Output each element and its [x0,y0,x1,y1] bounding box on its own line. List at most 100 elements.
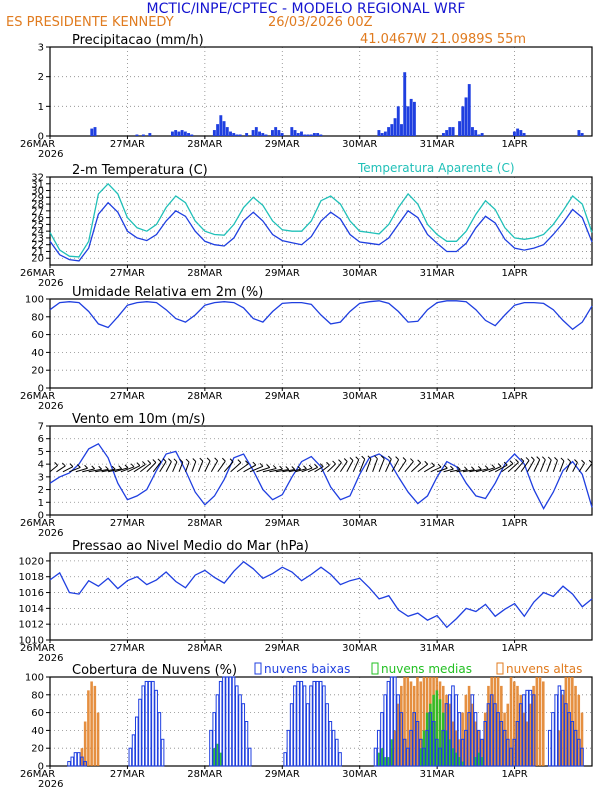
low-cloud-bar [67,761,71,767]
high-cloud-bar [419,681,422,766]
wind-barb-flag [497,463,502,467]
low-cloud-bar [567,712,571,767]
precip-bar [383,131,387,136]
precip-bar [225,127,229,136]
wind-barb-flag [84,464,88,469]
wind-speed-line [49,442,593,510]
low-cloud-bar [518,703,523,767]
high-cloud-bar [487,685,490,766]
wind-barb-flag [525,457,530,461]
wind-barb-flag [417,459,422,464]
y-tick-label: 1020 [19,556,44,567]
precip-bar [216,124,220,136]
wind-barb [146,462,157,473]
precip-bar [306,134,310,136]
wind-barb [572,462,578,473]
panel-title: Pressao ao Nivel Medio do Mar (hPa) [72,539,309,554]
x-tick-label: 1APR [501,769,527,780]
panel-title: Precipitacao (mm/h) [72,33,204,48]
mid-cloud-bar [419,748,422,766]
wind-barb-flag [259,462,264,467]
low-cloud-bar [386,680,391,767]
wind-barb-flag [536,456,541,461]
low-cloud-bar [302,685,307,767]
low-cloud-bar [315,680,320,767]
precip-bar [190,134,194,136]
wind-barb-flag [491,464,496,469]
wind-barb-flag [343,458,348,462]
panel-5: 1010 1012 1014 1016 1018 1020 26MAR 27MAR 28MAR 2… [19,539,593,664]
mid-cloud-bar [451,748,455,766]
high-cloud-bar [529,703,532,766]
wind-barb [514,460,525,473]
low-cloud-bar [547,729,552,767]
wind-barb-flag [547,456,552,461]
wind-barb-flag [192,458,197,462]
low-cloud-bar [486,703,491,767]
precip-bar [580,133,584,136]
y-tick-label: 100 [25,673,44,684]
wind-barb [327,463,336,473]
humidity-line [49,300,593,331]
low-cloud-bar [222,676,226,767]
precip-bar [290,127,294,136]
wind-barb-flag [515,459,519,463]
mid-cloud-bar [480,757,484,766]
wind-barb [410,462,422,473]
low-cloud-bar [209,729,213,767]
low-cloud-bar [141,685,146,767]
wind-barb-flag [297,465,302,470]
y-tick-label: 1016 [19,588,44,599]
wind-barb-flag [272,465,277,469]
low-cloud-bar [457,712,462,767]
wind-barb [585,462,593,473]
wind-barb [488,466,502,473]
wind-barb-flag [314,464,319,468]
x-tick-label: 29MAR [265,643,300,654]
wind-barb [546,459,552,472]
wind-barb [520,460,530,473]
run-label: 26/03/2026 00Z [268,15,373,30]
precip-bar [93,127,97,136]
wind-barb [501,463,514,473]
precip-bar [235,134,239,136]
low-cloud-bar [435,738,439,767]
precip-bar [187,133,191,136]
low-cloud-bar [502,729,507,767]
precip-bar [277,130,281,136]
x-tick-label: 30MAR [342,268,377,279]
wind-barb-flag [567,458,571,463]
wind-barb [456,469,468,473]
precip-bar [451,127,455,136]
wind-barb-flag [98,465,103,470]
wind-barb-flag [69,463,74,468]
y-tick-label: 80 [31,690,44,701]
wind-barb [82,468,95,473]
precip-bar [300,131,303,136]
wind-barb [320,464,330,473]
low-cloud-bar [83,761,87,767]
wind-barb-flag [395,456,399,461]
mid-cloud-bar [461,761,464,766]
x-tick-label: 27MAR [110,643,145,654]
high-cloud-bar [403,677,406,766]
precip-bar [400,124,403,136]
low-cloud-bar [444,703,449,767]
mid-cloud-bar [380,748,384,766]
high-cloud-bar [87,690,90,766]
x-tick-label: 26MAR [20,139,55,150]
high-cloud-bar [490,677,493,766]
y-tick-label: 20 [31,366,44,377]
precip-bar [264,134,268,136]
high-cloud-bar [503,712,506,766]
x-tick-label: 26MAR [20,643,55,654]
y-tick-label: 2 [38,485,44,496]
wind-barb-flag [450,465,454,470]
x-tick-label: 31MAR [420,518,455,529]
low-cloud-bar [512,738,517,767]
low-cloud-bar [557,685,562,767]
wind-barb [249,465,264,473]
wind-barb-flag [332,460,336,465]
low-cloud-bar [309,685,313,767]
x-tick-label: 31MAR [420,268,455,279]
